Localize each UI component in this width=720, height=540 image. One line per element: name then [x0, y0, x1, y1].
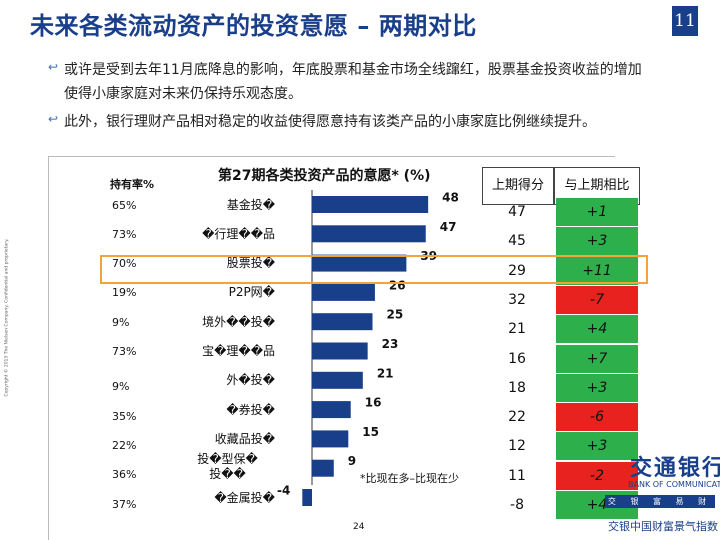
bar	[312, 254, 407, 272]
holding-rate-value: 9%	[112, 315, 130, 329]
change-value: -2	[556, 461, 638, 490]
change-value: +7	[556, 344, 638, 373]
holding-rate-value: 65%	[112, 198, 137, 212]
category-label: P2P网�	[228, 285, 275, 300]
holding-rate-value: 73%	[112, 227, 137, 241]
bar-value-label: 47	[440, 220, 457, 234]
bar-value-label: 25	[387, 308, 404, 322]
category-label: �券投�	[226, 402, 275, 417]
change-value: -6	[556, 403, 638, 432]
last-score-value: 11	[508, 467, 526, 484]
last-score-value: 18	[508, 379, 526, 396]
bar	[312, 225, 426, 243]
change-value: +3	[556, 373, 638, 402]
bar	[312, 430, 349, 448]
bar	[312, 313, 373, 331]
page-number: 24	[353, 522, 365, 532]
bar	[312, 196, 429, 213]
last-score-value: 16	[508, 350, 526, 367]
category-label: 外�投�	[226, 373, 275, 388]
holding-rate-header: 持有率%	[110, 178, 155, 191]
holding-rate-value: 22%	[112, 438, 137, 452]
last-score-value: -8	[510, 497, 524, 513]
bar	[312, 283, 375, 301]
bar-value-label: 15	[362, 425, 379, 439]
change-value: +4	[556, 315, 638, 344]
bar-value-label: 23	[382, 337, 399, 351]
bar	[312, 371, 363, 389]
slide-title: 未来各类流动资产的投资意愿 – 两期对比	[30, 12, 477, 40]
bar	[312, 459, 334, 477]
last-score-value: 12	[508, 438, 526, 455]
chart-panel	[48, 156, 615, 540]
category-label: �金属投�	[214, 490, 275, 505]
chart-title: 第27期各类投资产品的意愿* (%)	[218, 168, 431, 184]
category-label: 基金投�	[226, 197, 275, 212]
bar-value-label: 26	[389, 278, 406, 292]
category-label: 境外��投�	[202, 314, 275, 329]
holding-rate-value: 35%	[112, 409, 137, 423]
last-score-value: 21	[508, 321, 526, 338]
bar	[312, 401, 351, 419]
page-badge: 11	[672, 6, 698, 36]
bullet-text: 或许是受到去年11月底降息的影响，年底股票和基金市场全线蹿红，股票基金投资收益的…	[64, 62, 642, 102]
holding-rate-value: 9%	[112, 380, 130, 394]
holding-rate-value: 73%	[112, 345, 137, 358]
bullet-item: ↩ 此外，银行理财产品相对稳定的收益使得愿意持有该类产品的小康家庭比例继续提升。	[48, 110, 654, 134]
bank-logo-sub: BANK OF COMMUNICATIONS	[628, 480, 720, 489]
holding-rate-value: 37%	[112, 497, 137, 511]
last-score-header: 上期得分	[482, 167, 554, 205]
bullet-item: ↩ 或许是受到去年11月底降息的影响，年底股票和基金市场全线蹿红，股票基金投资收…	[48, 58, 654, 106]
last-score-value: 22	[508, 409, 526, 426]
category-label: 投�型保� 投��	[197, 452, 258, 482]
bar	[312, 342, 368, 360]
index-caption: 交银中国财富景气指数	[608, 520, 718, 533]
category-label: 宝�理��品	[202, 344, 275, 358]
change-value: +1	[556, 198, 638, 226]
last-score-value: 47	[508, 204, 526, 220]
bar-value-label: 21	[377, 366, 394, 380]
bar-value-label: 48	[442, 191, 459, 205]
highlight-frame	[100, 255, 648, 284]
holding-rate-value: 19%	[112, 286, 137, 300]
bullet-text: 此外，银行理财产品相对稳定的收益使得愿意持有该类产品的小康家庭比例继续提升。	[64, 114, 596, 130]
bar	[302, 489, 312, 506]
last-score-value: 32	[508, 291, 526, 308]
category-label: 收藏品投�	[214, 431, 275, 446]
bar-value-label: 16	[365, 396, 382, 410]
footnote: *比现在多–比现在少	[360, 472, 459, 485]
category-label: �行理��品	[202, 226, 275, 241]
last-score-value: 29	[508, 262, 526, 279]
bank-logo-bar: 交 银 富 易 财 银 行	[605, 495, 715, 519]
change-value: +3	[556, 432, 638, 461]
bank-logo-name: 交通银行	[630, 455, 720, 481]
holding-rate-value: 36%	[112, 468, 137, 482]
change-value: -7	[556, 285, 638, 314]
bullet-arrow-icon: ↩	[48, 112, 59, 126]
bar-value-label: 9	[348, 454, 356, 468]
last-score-value: 45	[508, 233, 526, 250]
holding-rate-value: 70%	[112, 257, 137, 271]
bar-value-label: -4	[277, 484, 290, 498]
bullet-arrow-icon: ↩	[48, 60, 59, 74]
change-value: +3	[556, 227, 638, 256]
change-value: +11	[556, 256, 638, 285]
category-label: 股票投�	[226, 256, 275, 271]
